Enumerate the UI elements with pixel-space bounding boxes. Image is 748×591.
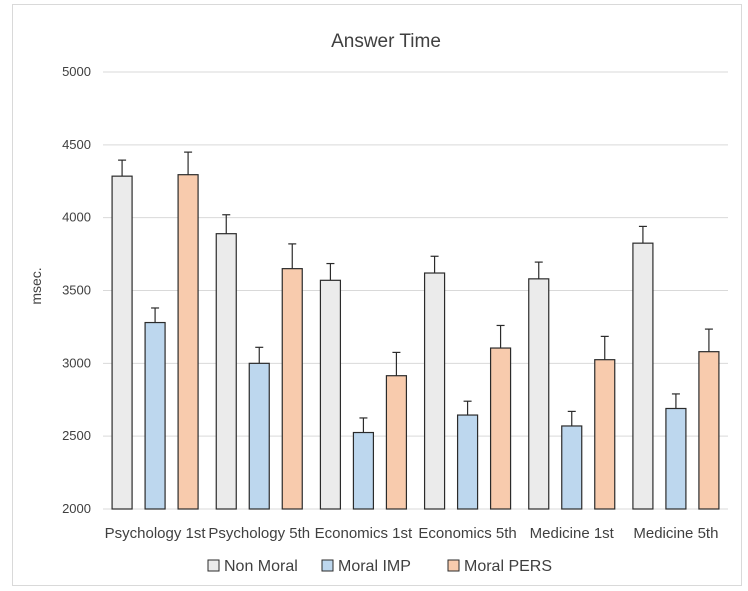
- bar-non-moral: [319, 279, 342, 510]
- error-bar: [151, 307, 160, 323]
- legend-item: Moral IMP: [321, 558, 411, 575]
- bar-non-moral: [423, 272, 446, 510]
- error-bar: [463, 400, 472, 416]
- error-bar: [222, 214, 231, 234]
- error-bar: [392, 351, 401, 376]
- legend-label: Non Moral: [224, 558, 298, 575]
- y-tick-label: 4000: [62, 210, 91, 225]
- legend-swatch: [321, 559, 334, 572]
- x-category-label: Medicine 1st: [530, 525, 615, 542]
- bar-moral-pers: [385, 375, 408, 510]
- bar-moral-imp: [665, 407, 687, 510]
- error-bar: [638, 225, 647, 244]
- error-bar: [288, 243, 297, 269]
- bars-layer: [111, 151, 720, 510]
- y-axis-label: msec.: [28, 267, 44, 304]
- y-tick-label: 4500: [62, 137, 91, 152]
- error-bar: [600, 335, 609, 360]
- error-bar: [255, 346, 264, 364]
- bar-non-moral: [632, 242, 654, 510]
- bar-moral-pers: [698, 351, 720, 510]
- legend-label: Moral PERS: [464, 558, 552, 575]
- x-category-label: Economics 5th: [418, 525, 516, 542]
- chart-svg: Answer Time msec. 2000 2500 3000 3500 4000 45…: [28, 31, 728, 575]
- legend-swatch: [447, 559, 460, 572]
- y-tick-label: 2500: [62, 428, 91, 443]
- bar-moral-imp: [352, 431, 375, 510]
- bar-moral-imp: [561, 425, 583, 510]
- error-bar: [534, 261, 543, 279]
- x-category-label: Psychology 1st: [105, 525, 207, 542]
- bar-moral-pers: [177, 174, 199, 510]
- y-tick-label: 2000: [62, 501, 91, 516]
- category-labels: Psychology 1st Psychology 5th Economics 1s…: [105, 525, 719, 542]
- bar-moral-pers: [489, 347, 512, 510]
- bar-non-moral: [528, 278, 550, 510]
- x-category-label: Medicine 5th: [633, 525, 718, 542]
- bar-moral-pers: [281, 268, 303, 510]
- legend-item: Moral PERS: [447, 558, 552, 575]
- grid-layer: 2000 2500 3000 3500 4000 4500 5000: [62, 64, 728, 516]
- bar-moral-imp: [144, 321, 166, 510]
- x-category-label: Psychology 5th: [208, 525, 310, 542]
- y-tick-label: 5000: [62, 64, 91, 79]
- error-bar: [118, 159, 127, 177]
- error-bar: [359, 417, 368, 433]
- bar-non-moral: [111, 175, 133, 510]
- error-bar: [430, 255, 439, 274]
- legend-swatch: [207, 559, 220, 572]
- legend-item: Non Moral: [207, 558, 298, 575]
- legend-label: Moral IMP: [338, 558, 411, 575]
- bar-non-moral: [215, 233, 237, 510]
- error-bar: [184, 151, 193, 175]
- error-bar: [496, 324, 505, 349]
- y-tick-label: 3500: [62, 283, 91, 298]
- bar-moral-imp: [456, 414, 479, 510]
- chart-frame: Answer Time msec. 2000 2500 3000 3500 4000 45…: [12, 4, 742, 586]
- legend: Non Moral Moral IMP Moral PERS: [207, 558, 552, 575]
- error-bar: [326, 262, 335, 281]
- error-bar: [704, 328, 713, 352]
- error-bar: [671, 393, 680, 409]
- bar-moral-pers: [594, 359, 616, 510]
- error-bar: [567, 410, 576, 426]
- y-tick-label: 3000: [62, 355, 91, 370]
- bar-moral-imp: [248, 362, 270, 510]
- chart-title: Answer Time: [331, 31, 441, 52]
- x-category-label: Economics 1st: [315, 525, 413, 542]
